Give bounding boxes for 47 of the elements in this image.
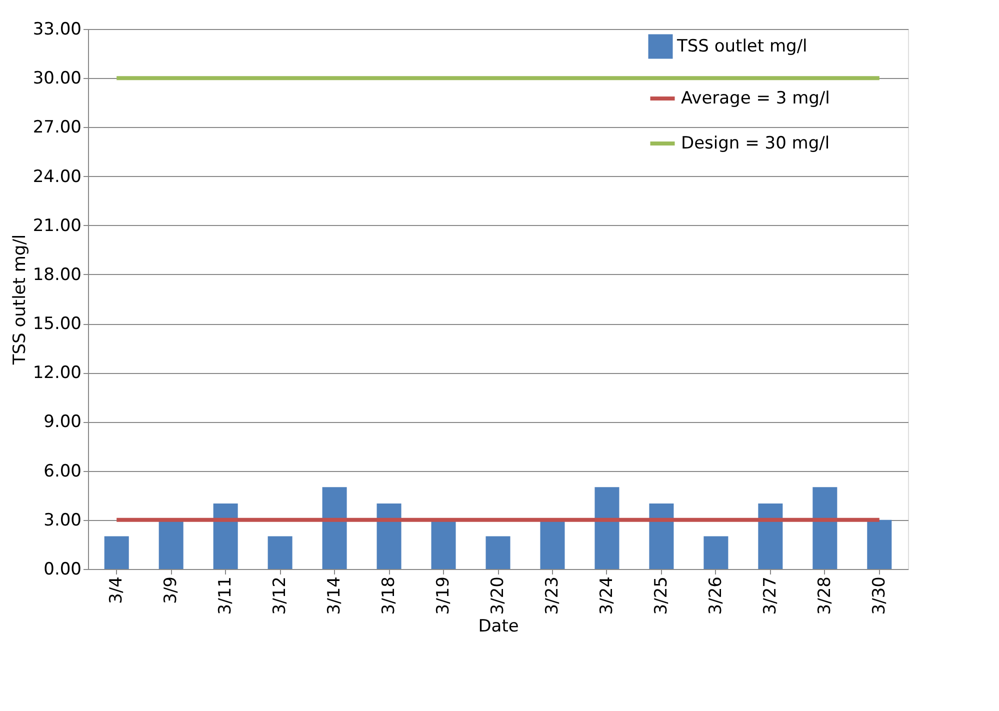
y-tick-label: 30.00 (32, 68, 82, 89)
y-tick-label: 0.00 (44, 560, 82, 580)
x-tick-label: 3/18 (379, 576, 400, 615)
bar (104, 536, 129, 569)
y-tick-label: 12.00 (32, 363, 82, 384)
y-tick-label: 33.00 (32, 20, 82, 40)
bar (376, 504, 402, 569)
x-tick-label: 3/20 (488, 576, 508, 615)
bar (649, 504, 674, 569)
bar (486, 536, 510, 569)
x-tick-label: 3/25 (651, 576, 672, 615)
bar (431, 520, 456, 569)
y-tick-label: 6.00 (44, 461, 82, 482)
bar (322, 487, 347, 569)
x-tick-label: 3/19 (434, 576, 454, 615)
bar (540, 520, 565, 569)
x-tick-label: 3/28 (814, 576, 835, 615)
x-tick-label: 3/14 (324, 576, 345, 615)
bar (704, 536, 728, 569)
x-tick-label: 3/23 (542, 576, 562, 615)
y-tick-label: 21.00 (32, 216, 82, 236)
bar (268, 536, 292, 569)
y-tick-label: 27.00 (32, 118, 82, 138)
x-tick-label: 3/12 (270, 576, 290, 615)
bar (867, 520, 892, 569)
y-axis-title: TSS outlet mg/l (10, 234, 30, 366)
bar (594, 487, 620, 569)
bar (158, 520, 184, 569)
y-tick-label: 15.00 (32, 314, 82, 334)
y-tick-label: 18.00 (32, 264, 82, 285)
bar (812, 487, 838, 569)
x-axis-title: Date (478, 616, 519, 637)
x-tick-label: 3/4 (106, 576, 127, 604)
bar (758, 504, 783, 569)
legend-label: Average = 3 mg/l (681, 88, 830, 108)
legend-label: Design = 30 mg/l (681, 134, 830, 154)
x-tick-label: 3/11 (216, 576, 236, 615)
y-tick-label: 9.00 (44, 412, 82, 432)
x-tick-label: 3/27 (760, 576, 780, 615)
y-tick-label: 24.00 (32, 166, 82, 187)
x-tick-label: 3/24 (596, 576, 617, 615)
x-tick-label: 3/26 (706, 576, 726, 615)
x-tick-label: 3/30 (869, 576, 890, 615)
x-tick-label: 3/9 (161, 576, 182, 604)
bar (213, 504, 238, 569)
y-tick-label: 3.00 (44, 510, 82, 530)
legend-label: TSS outlet mg/l (676, 36, 808, 56)
